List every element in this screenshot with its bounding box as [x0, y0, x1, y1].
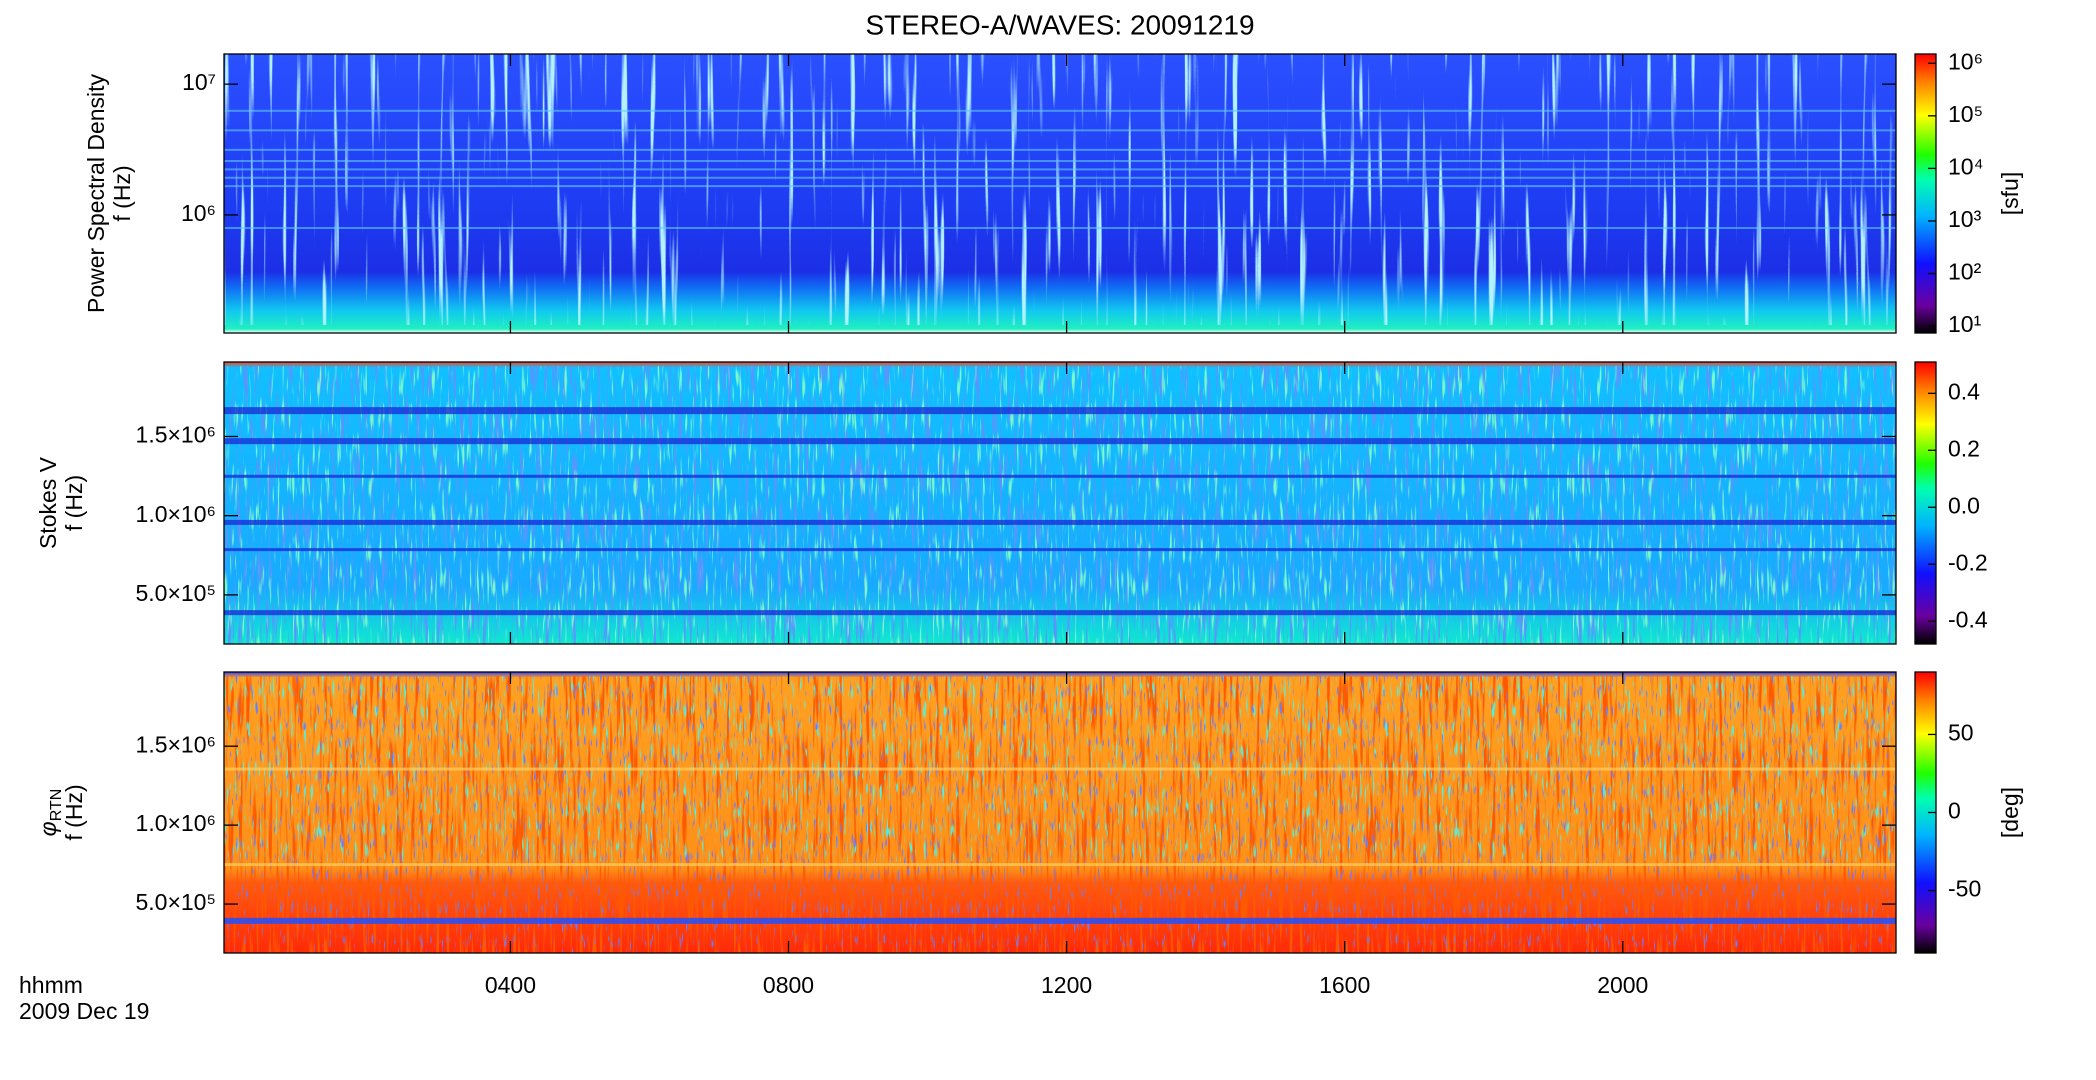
spectrogram-band [224, 548, 1896, 552]
y-axis-label: Power Spectral Density [83, 73, 109, 313]
y-tick-label: 1.5×10⁶ [136, 422, 216, 448]
chart-title: STEREO-A/WAVES: 20091219 [865, 9, 1254, 40]
y-axis-label: φRTN [35, 789, 65, 837]
y-axis-label-text: f (Hz) [61, 784, 87, 840]
spectrogram-band [224, 176, 1896, 179]
y-axis-label-text: f (Hz) [109, 165, 135, 221]
colorbar-label: [sfu] [1997, 172, 2023, 215]
colorbar-tick-label: 50 [1948, 720, 1974, 746]
x-axis-label: hhmm [19, 972, 83, 998]
x-tick-label: 0400 [485, 972, 536, 998]
spectrogram-band [224, 519, 1896, 525]
spectrogram-band [224, 129, 1896, 132]
colorbar-tick-label: 0.0 [1948, 492, 1980, 518]
spectrogram-band [224, 474, 1896, 478]
y-axis-label-text: Stokes V [35, 456, 61, 549]
y-tick-label: 1.5×10⁶ [136, 731, 216, 757]
plot-frame [223, 53, 1897, 334]
x-tick-label: 2000 [1597, 972, 1648, 998]
spectrogram-band [224, 407, 1896, 415]
y-axis-label: f (Hz) [109, 165, 135, 221]
x-tick-label: 1200 [1041, 972, 1092, 998]
colorbar-tick-label: -0.2 [1948, 549, 1988, 575]
x-tick-label: 0800 [763, 972, 814, 998]
spectrogram-band [224, 610, 1896, 616]
colorbar-tick-label: 10² [1948, 259, 1982, 285]
y-axis-label-subscript: RTN [48, 789, 65, 822]
spectrogram-band [224, 226, 1896, 229]
colorbar-tick-label: 10⁵ [1948, 101, 1983, 127]
colorbar-tick-label: 10⁴ [1948, 153, 1983, 179]
colorbar [1914, 361, 1937, 645]
x-tick-label: 1600 [1319, 972, 1370, 998]
y-axis-label-text: Power Spectral Density [83, 73, 109, 313]
colorbar-tick-label: 0.2 [1948, 435, 1980, 461]
colorbar-tick-label: -50 [1948, 876, 1981, 902]
spectrogram-band [224, 185, 1896, 188]
colorbar-tick-label: 10¹ [1948, 311, 1982, 337]
y-tick-label: 10⁷ [182, 69, 216, 95]
y-axis-label-text: f (Hz) [61, 475, 87, 531]
y-axis-label: Stokes V [35, 456, 61, 549]
y-tick-label: 1.0×10⁶ [136, 810, 216, 836]
spectrogram-texture [224, 54, 1896, 325]
colorbar-label: [deg] [1997, 787, 2023, 838]
y-tick-label: 1.0×10⁶ [136, 501, 216, 527]
y-axis-label: f (Hz) [61, 475, 87, 531]
date-label: 2009 Dec 19 [19, 998, 149, 1024]
spectrogram-band [224, 767, 1896, 771]
colorbar-tick-label: 10³ [1948, 206, 1982, 232]
spectrogram-band [224, 160, 1896, 163]
plot-frame [223, 361, 1897, 645]
y-tick-label: 5.0×10⁵ [135, 889, 216, 915]
y-axis-label: f (Hz) [61, 784, 87, 840]
colorbar-tick-label: 0 [1948, 798, 1961, 824]
colorbar-tick-label: -0.4 [1948, 606, 1988, 632]
plot-frame [223, 671, 1897, 954]
colorbar-tick-label: 10⁶ [1948, 48, 1983, 74]
y-axis-label-text: φ [35, 821, 61, 836]
spectrogram-band [224, 148, 1896, 151]
spectrogram-band [224, 168, 1896, 171]
spectrogram-band [224, 917, 1896, 924]
spectrogram-band [224, 109, 1896, 112]
colorbar-tick-label: 0.4 [1948, 378, 1980, 404]
spectrogram-band [224, 863, 1896, 867]
colorbar [1914, 53, 1937, 334]
spectrogram-band [224, 438, 1896, 445]
y-tick-label: 5.0×10⁵ [135, 580, 216, 606]
y-tick-label: 10⁶ [181, 200, 216, 226]
spectrogram-texture [224, 676, 1896, 953]
